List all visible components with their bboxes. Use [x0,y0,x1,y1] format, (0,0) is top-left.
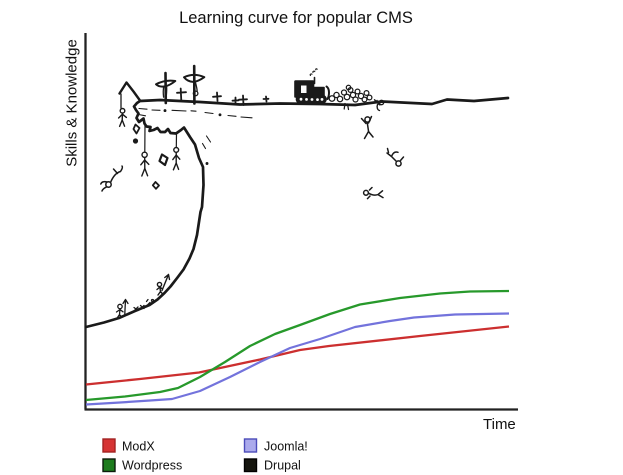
svg-text:ModX: ModX [122,440,155,454]
svg-text:Time: Time [483,416,516,433]
svg-text:Wordpress: Wordpress [122,459,182,473]
svg-text:Skills & Knowledge: Skills & Knowledge [64,39,81,167]
svg-text:Learning curve for popular CMS: Learning curve for popular CMS [179,9,413,27]
svg-text:Drupal: Drupal [264,459,301,473]
svg-text:Joomla!: Joomla! [264,440,308,454]
